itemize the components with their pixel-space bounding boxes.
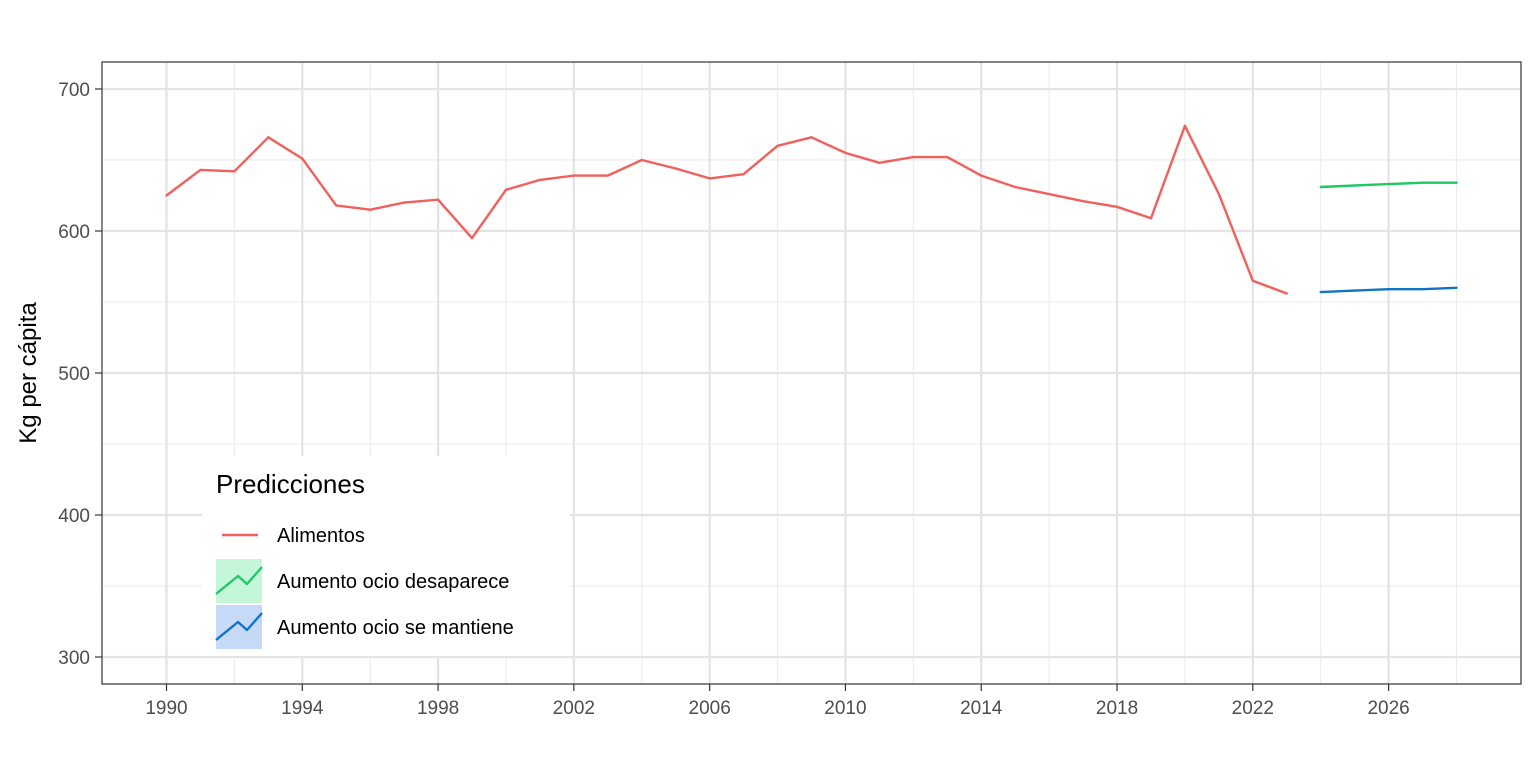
data-point <box>165 194 168 197</box>
series-line-0 <box>165 124 1288 295</box>
y-axis: 300 400 500 600 700 <box>58 80 102 669</box>
data-point <box>402 201 406 204</box>
y-tick-label: 700 <box>58 80 90 101</box>
x-axis: 1990 1994 1998 2002 2006 2010 2014 2018 2022 2026 <box>145 684 1410 719</box>
x-tick-label: 2014 <box>960 698 1003 719</box>
x-tick-label: 2022 <box>1232 698 1274 719</box>
legend: Predicciones Alimentos Aumento ocio desap… <box>215 469 514 649</box>
major-gridlines <box>102 62 1521 684</box>
data-point <box>504 188 508 192</box>
data-point <box>1421 181 1424 184</box>
data-point <box>980 174 983 177</box>
data-point <box>1285 292 1288 295</box>
data-point <box>1421 288 1424 291</box>
y-tick-label: 500 <box>58 364 90 385</box>
legend-title: Predicciones <box>216 469 365 499</box>
data-point <box>606 174 610 177</box>
x-tick-label: 1990 <box>145 698 187 719</box>
data-point <box>368 208 372 211</box>
data-point <box>708 177 711 180</box>
data-point <box>233 170 236 173</box>
data-point <box>1081 199 1085 203</box>
data-point <box>674 167 677 170</box>
data-point <box>1455 286 1458 289</box>
data-point <box>1387 288 1390 291</box>
series-lines <box>165 124 1458 295</box>
data-point <box>1115 205 1119 209</box>
data-point <box>844 151 847 155</box>
data-point <box>301 157 304 160</box>
data-point <box>640 158 643 162</box>
legend-background <box>202 456 570 656</box>
data-point <box>1149 217 1153 220</box>
data-point <box>810 136 813 139</box>
legend-key-line-1 <box>215 566 263 595</box>
legend-label: Aumento ocio desaparece <box>277 571 509 593</box>
x-tick-label: 2026 <box>1367 698 1409 719</box>
y-tick-label: 600 <box>58 222 90 243</box>
data-point <box>1319 290 1322 294</box>
data-point <box>572 174 576 177</box>
x-tick-label: 2002 <box>553 698 595 719</box>
y-tick-label: 300 <box>58 648 90 669</box>
data-point <box>878 161 881 165</box>
data-point <box>470 236 474 240</box>
data-point <box>199 168 202 172</box>
data-point <box>1217 192 1221 196</box>
data-point <box>1047 192 1051 196</box>
data-point <box>1353 289 1356 292</box>
x-tick-label: 2006 <box>689 698 731 719</box>
x-tick-label: 1994 <box>281 698 324 719</box>
data-point <box>267 136 270 139</box>
data-point <box>776 144 779 147</box>
data-point <box>436 198 440 201</box>
x-tick-label: 1998 <box>417 698 459 719</box>
data-point <box>1387 182 1390 186</box>
y-tick-label: 400 <box>58 506 90 527</box>
data-point <box>1183 124 1187 128</box>
data-point <box>1013 185 1017 189</box>
data-point <box>912 155 915 159</box>
x-tick-label: 2018 <box>1096 698 1138 719</box>
data-point <box>538 178 542 182</box>
x-tick-label: 2010 <box>824 698 866 719</box>
data-point <box>1251 279 1255 282</box>
data-point <box>946 155 949 159</box>
data-point <box>335 204 338 207</box>
legend-key-line-2 <box>215 612 263 641</box>
data-point <box>742 172 745 176</box>
legend-key-band-1 <box>216 559 262 603</box>
legend-label: Alimentos <box>277 525 365 547</box>
data-point <box>1455 181 1458 184</box>
legend-label: Aumento ocio se mantiene <box>277 617 514 639</box>
data-point <box>1319 185 1322 189</box>
legend-key-band-2 <box>216 605 262 649</box>
y-axis-title: Kg per cápita <box>15 302 42 444</box>
data-point <box>1353 184 1356 187</box>
